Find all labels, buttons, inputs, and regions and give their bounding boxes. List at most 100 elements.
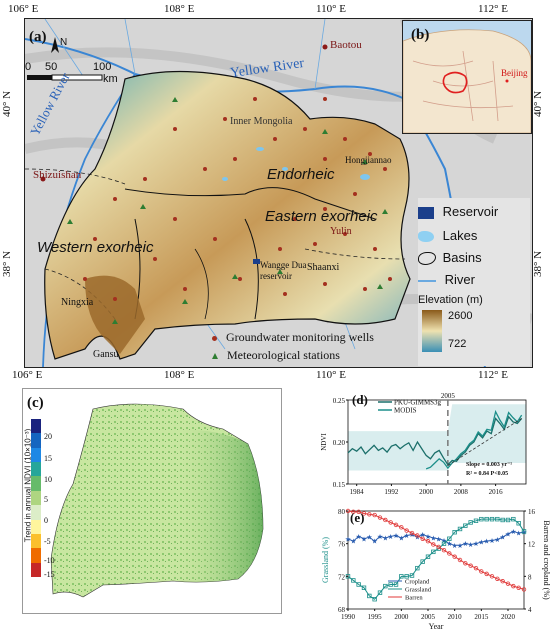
point-cropland: ★ xyxy=(382,534,388,542)
y-axis-label: NDVI xyxy=(320,433,328,451)
left-lat-tick-1: 40° N xyxy=(1,90,14,118)
point-grassland xyxy=(425,554,431,559)
point-cropland: ★ xyxy=(478,539,484,547)
plot-frame xyxy=(347,510,525,610)
colorbar-segment xyxy=(31,548,41,563)
panel-d-svg: 2005 1984 1992 2000 2008 2016 0.15 0.20 0.25 NDVI… xyxy=(320,392,527,496)
point-barren xyxy=(484,571,489,577)
series-line-grassland xyxy=(347,518,525,600)
colorbar-tick-7: -10 xyxy=(44,556,55,565)
label-wangge-reservoir: reservoir xyxy=(260,271,292,281)
legend-river-label: River xyxy=(444,272,475,287)
point-cropland: ★ xyxy=(441,537,447,545)
y-right-tick-label: 12 xyxy=(528,541,536,549)
point-cropland: ★ xyxy=(510,528,516,536)
point-cropland: ★ xyxy=(484,538,490,546)
lake-hongjiannao xyxy=(360,174,370,180)
point-grassland xyxy=(495,516,500,522)
top-lon-tick-2: 108° E xyxy=(164,3,195,15)
point-barren xyxy=(479,569,484,574)
label-gansu: Gansu xyxy=(93,349,119,360)
y-tick-label: 0.15 xyxy=(333,481,346,489)
series-line-modis xyxy=(425,409,523,470)
point-grassland xyxy=(441,541,447,546)
y-tick-label: 0.25 xyxy=(333,397,346,405)
meteorological-stations xyxy=(67,97,388,324)
point-barren xyxy=(356,509,361,515)
panel-b-label: (b) xyxy=(411,27,430,43)
basin-boundary-3 xyxy=(244,218,259,320)
point-cropland: ★ xyxy=(516,530,522,538)
point-barren xyxy=(511,583,516,589)
lakes-swatch xyxy=(418,231,434,243)
x-tick-label: 1984 xyxy=(350,488,365,496)
point-barren xyxy=(521,587,527,592)
legend-label-cropland: Cropland xyxy=(405,579,430,586)
panel-e-landcover-chart: ★ ★ ★ ★ ★ ★ ★ ★ ★ ★ ★ ★ ★ ★ ★ ★ ★ ★ ★ ★ ★ ★ ★ ★ ★ ★ ★ ★ ★ ★ ★ ★ ★ ★ 1990 19… xyxy=(318,505,550,634)
colorbar-tick-5: 0 xyxy=(44,516,48,525)
bottom-lon-tick-1: 106° E xyxy=(12,369,43,381)
point-grassland xyxy=(372,597,377,602)
ndvi-colorbar xyxy=(31,419,41,577)
scale-bar-white xyxy=(51,74,103,81)
right-lat-tick-1: 40° N xyxy=(532,90,545,118)
legend-label-0: PKU-GIMMS3g xyxy=(394,399,442,407)
legend-reservoir-label: Reservoir xyxy=(442,204,499,219)
baotou-marker xyxy=(322,44,328,50)
point-cropland: ★ xyxy=(489,537,495,545)
point-barren xyxy=(415,533,420,538)
y-right-tick-label: 16 xyxy=(528,508,536,516)
point-grassland xyxy=(393,582,399,587)
bottom-lon-tick-3: 110° E xyxy=(316,369,346,381)
basin-boundary-1 xyxy=(124,187,376,220)
point-cropland: ★ xyxy=(356,533,362,541)
x-tick-label: 1995 xyxy=(368,613,383,621)
point-barren xyxy=(383,517,388,523)
point-barren xyxy=(505,581,511,586)
point-grassland xyxy=(452,530,457,535)
point-cropland: ★ xyxy=(372,538,378,546)
scale-tick-100: 100 xyxy=(93,61,112,73)
y-right-tick-label: 8 xyxy=(528,573,532,581)
basin-boundary-4 xyxy=(194,248,209,320)
label-shizuishan: Shizuishan xyxy=(33,169,82,181)
point-grassland xyxy=(377,590,383,595)
point-grassland xyxy=(521,529,527,534)
point-grassland xyxy=(479,516,484,522)
point-barren xyxy=(468,563,473,568)
point-grassland xyxy=(356,582,361,587)
point-barren xyxy=(399,525,404,530)
scale-tick-50: 50 xyxy=(45,61,58,73)
point-cropland: ★ xyxy=(505,530,511,538)
x-tick-label: 2000 xyxy=(419,488,434,496)
series-line-pku-gimms3g xyxy=(347,415,523,466)
point-grassland xyxy=(447,536,452,541)
uncertainty-band xyxy=(348,404,526,471)
label-wangge: Wangge Dua xyxy=(260,260,307,270)
point-cropland: ★ xyxy=(425,533,431,541)
y-tick-label: 0.20 xyxy=(333,439,346,447)
point-barren xyxy=(393,522,399,528)
point-grassland xyxy=(463,523,468,528)
point-barren xyxy=(463,561,468,566)
point-cropland: ★ xyxy=(521,529,527,537)
marker-year-label: 2005 xyxy=(441,392,456,400)
point-grassland xyxy=(367,593,372,599)
left-lat-tick-2: 38° N xyxy=(1,250,14,278)
label-hongjiannao: Hongjiannao xyxy=(345,155,392,165)
point-barren xyxy=(495,576,500,581)
map-legend: Reservoir Lakes Basins River Elevation (… xyxy=(418,198,530,366)
series-line-cropland xyxy=(347,530,525,546)
point-cropland: ★ xyxy=(494,536,500,544)
point-cropland: ★ xyxy=(393,532,399,540)
point-barren xyxy=(425,539,431,544)
province-lines xyxy=(412,50,514,122)
scale-unit: km xyxy=(103,73,118,85)
point-grassland xyxy=(500,517,505,523)
point-grassland xyxy=(489,516,495,522)
y-tick-label: 72 xyxy=(338,573,346,581)
bottom-lon-tick-2: 108° E xyxy=(164,369,195,381)
groundwater-wells xyxy=(83,97,392,301)
legend-elevation-title: Elevation (m) xyxy=(418,294,483,306)
label-shaanxi: Shaanxi xyxy=(307,262,340,273)
